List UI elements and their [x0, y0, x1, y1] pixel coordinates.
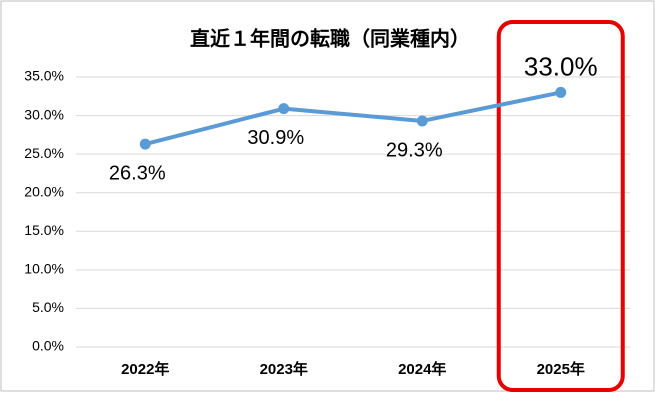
chart-title: 直近１年間の転職（同業種内） [190, 26, 470, 50]
chart-frame [0, 0, 655, 392]
y-tick-label: 30.0% [24, 106, 64, 122]
data-line [144, 90, 562, 147]
y-tick-label: 10.0% [24, 261, 64, 277]
data-point [555, 86, 567, 98]
x-tick-label: 2023年 [260, 360, 308, 378]
y-tick-label: 35.0% [24, 68, 64, 84]
y-tick-label: 20.0% [24, 183, 64, 199]
y-tick-label: 15.0% [24, 222, 64, 238]
data-label: 29.3% [386, 139, 443, 161]
x-tick-label: 2024年 [398, 360, 446, 378]
x-tick-label: 2022年 [121, 360, 169, 378]
y-tick-label: 25.0% [24, 145, 64, 161]
highlight-box [496, 20, 625, 392]
data-label: 30.9% [247, 127, 304, 149]
data-point [278, 103, 290, 115]
data-label: 26.3% [109, 162, 166, 184]
data-point [139, 138, 151, 150]
y-tick-label: 0.0% [32, 338, 64, 354]
y-tick-label: 5.0% [32, 299, 64, 315]
data-label: 33.0% [524, 51, 598, 81]
x-tick-label: 2025年 [537, 360, 585, 378]
data-point [416, 115, 428, 127]
